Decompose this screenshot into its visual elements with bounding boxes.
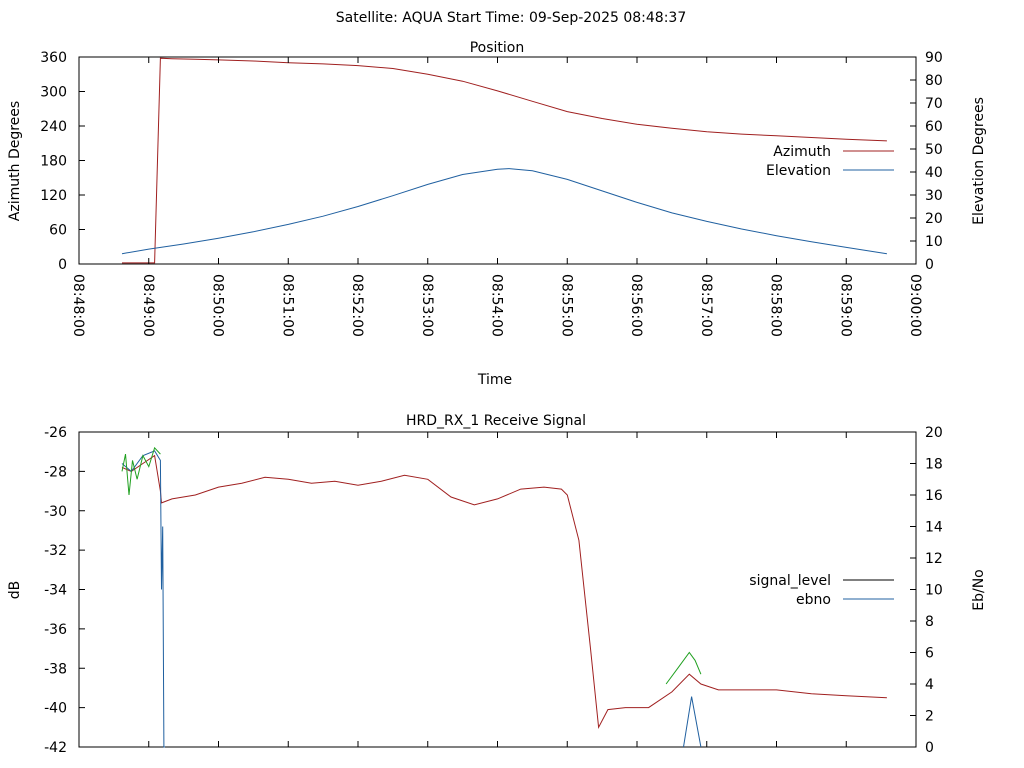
x-tick-label: 08:58:00 [768,274,784,337]
y-tick-label: 120 [40,188,67,204]
y-tick-label: -26 [44,425,67,441]
receive-signal-plot-frame [78,431,917,748]
x-tick-label: 08:51:00 [279,274,295,337]
position-y2-axis-label: Elevation Degrees [971,97,987,225]
receive-signal-y-axis-label: dB [7,581,23,600]
position-legend: Azimuth Elevation [766,144,894,179]
y2-tick-label: 80 [925,73,943,89]
y2-tick-label: 2 [925,709,934,725]
x-tick-label: 08:55:00 [558,274,574,337]
y-tick-label: 360 [40,50,67,66]
x-tick-label: 08:49:00 [140,274,156,337]
y2-tick-label: 70 [925,96,943,112]
y-tick-label: -30 [44,504,67,520]
position-y-axis-label: Azimuth Degrees [7,101,23,221]
y2-tick-label: 40 [925,165,943,181]
y2-tick-label: 20 [925,425,943,441]
x-tick-label: 08:48:00 [70,274,86,337]
y2-tick-label: 10 [925,234,943,250]
x-tick-label: 08:52:00 [349,274,365,337]
series-2-line [121,446,161,496]
y2-tick-label: 10 [925,583,943,599]
y2-tick-label: 90 [925,50,943,66]
position-chart: Position 0 60 120 180 240 300 360 0 10 20 30 40 50 60… [7,40,987,388]
legend-label: Azimuth [773,144,831,160]
legend-label: signal_level [749,573,831,589]
y-tick-label: -32 [44,543,67,559]
receive-signal-y2-axis-label: Eb/No [971,569,987,611]
y-tick-label: -36 [44,622,67,638]
y2-tick-label: 60 [925,119,943,135]
y2-tick-label: 8 [925,614,934,630]
x-tick-label: 08:56:00 [628,274,644,337]
x-tick-label: 08:57:00 [698,274,714,337]
y-tick-label: 60 [49,223,67,239]
y2-tick-label: 4 [925,677,934,693]
receive-signal-chart-title: HRD_RX_1 Receive Signal [406,413,586,429]
y2-tick-label: 6 [925,646,934,662]
y2-tick-label: 18 [925,457,943,473]
y2-tick-label: 12 [925,551,943,567]
azimuth-line [122,57,887,264]
y-tick-label: 300 [40,85,67,101]
position-chart-title: Position [470,40,525,56]
y-tick-label: 180 [40,154,67,170]
x-tick-label: 08:50:00 [210,274,226,337]
y-tick-label: -42 [44,740,67,756]
position-plot-frame [78,56,917,265]
y-tick-label: 240 [40,119,67,135]
receive-signal-chart: HRD_RX_1 Receive Signal -26 -28 -30 -32 -34 -… [7,413,987,756]
series-4-line [683,696,702,748]
page-title: Satellite: AQUA Start Time: 09-Sep-2025 … [336,10,686,26]
y-tick-label: -28 [44,464,67,480]
y2-tick-label: 0 [925,740,934,756]
y2-tick-label: 0 [925,257,934,273]
y2-tick-label: 50 [925,142,943,158]
elevation-line [121,168,887,255]
ebno-line [121,450,165,748]
x-tick-label: 08:53:00 [419,274,435,337]
series-3-line [665,651,702,685]
x-tick-label: 09:00:00 [907,274,923,337]
y-tick-label: -40 [44,701,67,717]
y-tick-label: -38 [44,661,67,677]
y-tick-label: -34 [44,583,67,599]
x-tick-label: 08:54:00 [489,274,505,337]
x-tick-label: 08:59:00 [837,274,853,337]
y2-tick-label: 14 [925,520,943,536]
y2-tick-label: 30 [925,188,943,204]
legend-label: Elevation [766,163,831,179]
signal-level-line [121,454,887,729]
y2-tick-label: 16 [925,488,943,504]
legend-label: ebno [796,592,831,608]
position-x-axis-label: Time [477,372,512,388]
y-tick-label: 0 [58,257,67,273]
y2-tick-label: 20 [925,211,943,227]
